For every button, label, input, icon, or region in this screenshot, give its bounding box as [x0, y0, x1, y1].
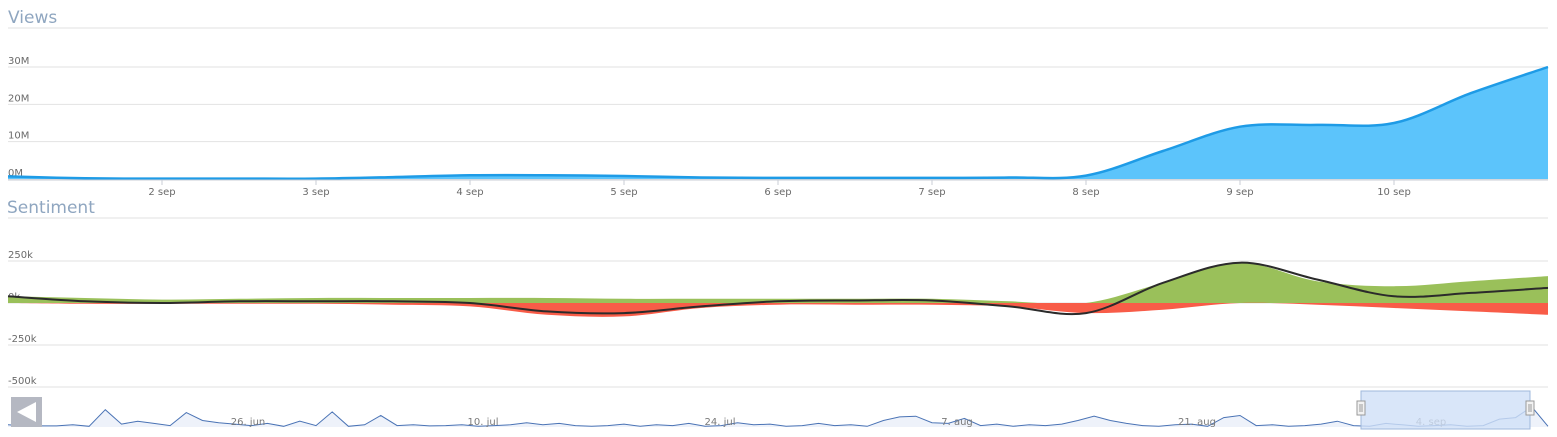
sentiment-y-tick-label: 250k: [8, 250, 33, 261]
views-x-tick-label: 2 sep: [148, 187, 175, 198]
views-area-fill: [8, 67, 1548, 179]
arrow-left-icon: [17, 402, 36, 422]
views-panel: Views 0M 10M 20M 30M 2 sep 3 sep 4 sep 5 sep 6 …: [7, 8, 1549, 198]
views-plot[interactable]: [7, 65, 1549, 180]
views-x-tick-label: 9 sep: [1226, 187, 1253, 198]
views-x-axis: 2 sep 3 sep 4 sep 5 sep 6 sep 7 sep 8 sep 9 sep…: [148, 180, 1411, 198]
views-y-axis: 0M 10M 20M 30M: [8, 56, 29, 179]
sentiment-y-tick-label: -500k: [8, 376, 37, 387]
navigator-axis-label: 24. jul: [705, 417, 736, 428]
views-x-tick-label: 6 sep: [764, 187, 791, 198]
navigator-axis-label: 21. aug: [1178, 417, 1216, 428]
navigator-line: [7, 406, 1549, 427]
views-y-tick-label: 0M: [8, 168, 23, 179]
sentiment-negative-area[interactable]: [8, 302, 1548, 317]
views-x-tick-label: 7 sep: [918, 187, 945, 198]
navigator-range-mask[interactable]: [1360, 390, 1531, 430]
views-y-tick-label: 30M: [8, 56, 29, 67]
navigator-axis-label: 7. aug: [941, 417, 973, 428]
navigator-right-handle[interactable]: [1525, 400, 1535, 416]
sentiment-net-line[interactable]: [7, 261, 1549, 316]
sentiment-positive-area[interactable]: [8, 262, 1548, 305]
sentiment-plot[interactable]: [7, 261, 1549, 317]
views-x-tick-label: 10 sep: [1377, 187, 1411, 198]
views-x-tick-label: 4 sep: [456, 187, 483, 198]
navigator-left-handle[interactable]: [1356, 400, 1366, 416]
views-x-tick-label: 3 sep: [302, 187, 329, 198]
views-title: Views: [8, 8, 57, 28]
views-y-tick-label: 20M: [8, 93, 29, 104]
scroll-left-button[interactable]: [11, 397, 42, 427]
sentiment-y-tick-label: -250k: [8, 334, 37, 345]
views-x-tick-label: 8 sep: [1072, 187, 1099, 198]
navigator-axis-label: 26. jun: [231, 417, 266, 428]
views-x-tick-label: 5 sep: [610, 187, 637, 198]
navigator-axis-label: 10. jul: [468, 417, 499, 428]
sentiment-y-axis: 250k0k-250k-500k: [8, 250, 37, 387]
sentiment-title: Sentiment: [7, 198, 95, 218]
views-series-line[interactable]: [7, 65, 1549, 180]
sentiment-panel: Sentiment 250k0k-250k-500k: [7, 198, 1549, 388]
views-y-tick-label: 10M: [8, 131, 29, 142]
